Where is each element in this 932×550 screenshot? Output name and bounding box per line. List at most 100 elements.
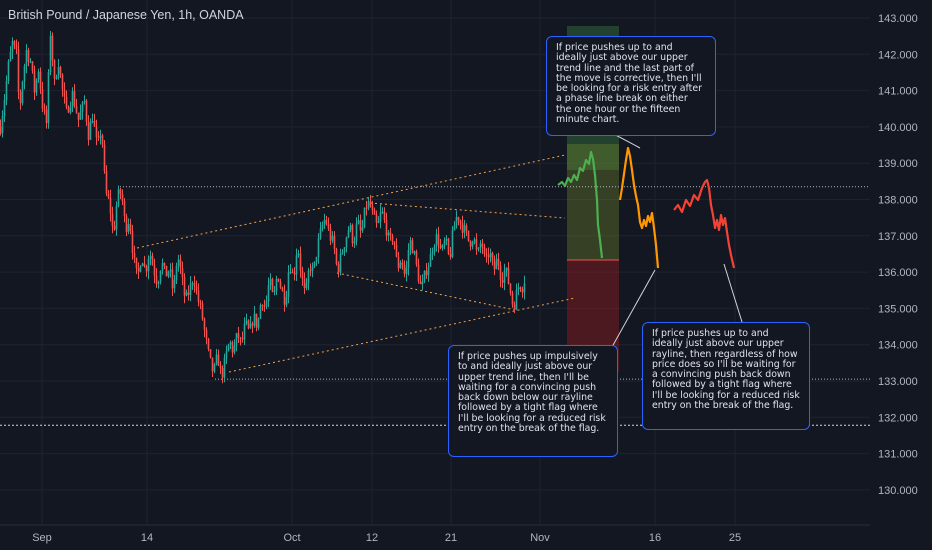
candle-body xyxy=(509,283,512,294)
x-tick-label: Nov xyxy=(530,532,550,544)
candle-body xyxy=(417,264,420,282)
candle-body xyxy=(313,261,316,267)
candle-body xyxy=(331,235,334,241)
candle-body xyxy=(281,287,284,292)
candle-body xyxy=(353,241,356,244)
candle-body xyxy=(349,225,352,230)
candle-body xyxy=(95,126,98,138)
candle-body xyxy=(443,240,446,246)
chart-title: British Pound / Japanese Yen, 1h, OANDA xyxy=(8,8,244,22)
trend-line-3 xyxy=(369,202,566,219)
candle-body xyxy=(327,223,330,229)
candle-body xyxy=(261,305,264,307)
candle-body xyxy=(213,364,216,372)
candle-body xyxy=(253,313,256,326)
candle-body xyxy=(157,282,160,284)
candle-body xyxy=(507,267,510,284)
x-tick-label: 21 xyxy=(445,532,457,544)
candle-body xyxy=(495,258,498,270)
candle-body xyxy=(241,338,244,340)
candle-body xyxy=(469,240,472,247)
candle-body xyxy=(191,283,194,285)
candle-body xyxy=(271,278,274,292)
candle-body xyxy=(239,337,242,339)
candle-body xyxy=(367,201,370,209)
candle-body xyxy=(435,234,438,247)
candle-body xyxy=(365,207,368,209)
note-right[interactable]: If price pushes up to and ideally just a… xyxy=(642,322,810,430)
candle-body xyxy=(225,351,228,358)
candle-body xyxy=(513,304,516,310)
candle-body xyxy=(301,270,304,279)
candle-body xyxy=(159,270,162,283)
candle-body xyxy=(65,96,68,108)
candle-body xyxy=(317,238,320,257)
candle-body xyxy=(51,35,54,61)
candle-body xyxy=(351,225,354,244)
scenario-green-path xyxy=(557,150,604,259)
candle-body xyxy=(373,210,376,215)
candle-body xyxy=(61,74,64,90)
candle-body xyxy=(333,235,336,250)
x-tick-label: 16 xyxy=(649,532,661,544)
candle-body xyxy=(269,278,272,286)
candle-body xyxy=(393,241,396,245)
y-tick-label: 134.000 xyxy=(878,340,918,352)
candle-body xyxy=(163,262,166,266)
time-axis[interactable]: Sep 14 Oct 12 21 Nov 16 25 xyxy=(0,524,870,544)
pointer-note-right xyxy=(723,263,743,323)
candle-body xyxy=(279,281,282,288)
candle-body xyxy=(195,286,198,291)
candle-body xyxy=(131,230,134,253)
y-tick-label: 143.000 xyxy=(878,13,918,25)
candle-body xyxy=(123,201,126,217)
candle-body xyxy=(183,277,186,296)
candle-body xyxy=(383,211,386,220)
candle-body xyxy=(27,49,30,62)
candle-body xyxy=(285,296,288,305)
candle-body xyxy=(289,271,292,273)
candle-body xyxy=(221,367,224,378)
candle-body xyxy=(413,251,416,254)
candle-body xyxy=(53,60,56,79)
candle-body xyxy=(389,232,392,236)
note-left[interactable]: If price pushes up impulsively to and id… xyxy=(448,345,618,457)
candle-body xyxy=(49,35,52,73)
price-axis-bg xyxy=(870,0,932,550)
note-pointers xyxy=(609,131,743,348)
candle-body xyxy=(423,270,426,282)
candle-body xyxy=(491,253,494,262)
candle-body xyxy=(79,111,82,120)
price-axis[interactable]: 143.000 142.000 141.000 140.000 139.000 138.0… xyxy=(870,0,932,550)
candle-body xyxy=(375,214,378,223)
candle-body xyxy=(359,220,362,231)
candle-body xyxy=(203,319,206,330)
candle-body xyxy=(297,253,300,256)
candle-body xyxy=(255,313,258,328)
candle-body xyxy=(199,301,202,304)
candle-body xyxy=(205,329,208,339)
candle-body xyxy=(463,225,466,233)
candle-body xyxy=(165,265,168,277)
candle-body xyxy=(481,243,484,247)
candle-body xyxy=(305,283,308,289)
candle-body xyxy=(25,49,28,67)
candle-body xyxy=(265,301,268,307)
candle-body xyxy=(125,216,128,232)
candle-body xyxy=(459,220,462,224)
candle-body xyxy=(219,365,222,368)
candle-body xyxy=(441,245,444,248)
candle-body xyxy=(81,102,84,112)
x-tick-label: Oct xyxy=(283,532,300,544)
candle-body xyxy=(453,225,456,231)
candle-body xyxy=(521,288,524,293)
candle-body xyxy=(47,72,50,124)
candle-body xyxy=(175,265,178,281)
note-top[interactable]: If price pushes up to and ideally just a… xyxy=(546,36,716,136)
candle-body xyxy=(87,121,90,140)
candle-body xyxy=(43,108,46,110)
candle-body xyxy=(105,170,108,194)
candle-body xyxy=(85,100,88,122)
candle-body xyxy=(295,255,298,275)
